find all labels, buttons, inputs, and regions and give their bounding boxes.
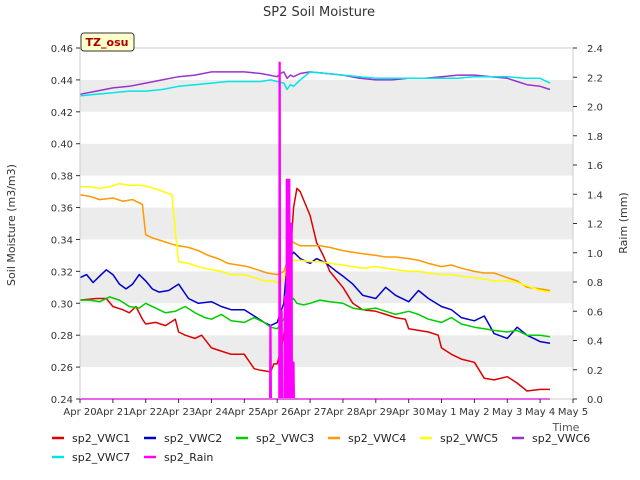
legend-label-sp2_Rain: sp2_Rain [164, 451, 213, 464]
legend-label-sp2_VWC4: sp2_VWC4 [348, 432, 406, 445]
x-tick-label: Apr 22 [129, 407, 162, 418]
x-axis-ticks: Apr 20 Apr 21 Apr 22 Apr 23 Apr 24 Apr 25 Apr … [63, 399, 588, 418]
y-tick-label: 0.40 [51, 140, 73, 151]
y2-tick-label: 0.2 [587, 366, 603, 377]
y2-tick-label: 1.6 [587, 161, 603, 172]
y-tick-label: 0.34 [51, 235, 73, 246]
y2-tick-label: 0.0 [587, 395, 603, 406]
grid-band [80, 48, 573, 80]
series-layer [79, 61, 551, 400]
grid-band [80, 271, 573, 304]
grid-band [80, 79, 573, 112]
y-tick-label: 0.24 [51, 395, 73, 406]
grid-band [80, 143, 573, 176]
x-tick-label: May 2 [459, 407, 489, 418]
y-tick-label: 0.28 [51, 331, 73, 342]
y-tick-label: 0.30 [51, 299, 73, 310]
legend-label-sp2_VWC6: sp2_VWC6 [532, 432, 590, 445]
y2-tick-label: 1.8 [587, 132, 603, 143]
legend-label-sp2_VWC3: sp2_VWC3 [256, 432, 314, 445]
grid-band [80, 111, 573, 144]
chart-title: SP2 Soil Moisture [263, 5, 375, 20]
y2-tick-label: 2.4 [587, 44, 603, 55]
x-axis-label: Time [552, 421, 580, 434]
y-tick-label: 0.26 [51, 363, 73, 374]
y2-tick-label: 2.0 [587, 103, 603, 114]
x-tick-label: Apr 28 [326, 407, 359, 418]
y-axis-ticks: 0.24 0.26 0.28 0.30 0.32 0.34 0.36 0.38 0.40 0.42… [51, 44, 80, 406]
x-tick-label: Apr 23 [162, 407, 195, 418]
y-axis-label: Soil Moisture (m3/m3) [5, 164, 18, 286]
y2-tick-label: 0.8 [587, 278, 603, 289]
x-tick-label: Apr 26 [261, 407, 294, 418]
station-badge: TZ_osu [80, 32, 135, 52]
y-tick-label: 0.36 [51, 204, 73, 215]
x-tick-label: Apr 25 [228, 407, 261, 418]
x-tick-label: May 1 [426, 407, 456, 418]
series-line-sp2_VWC4 [79, 194, 551, 292]
grid-bands [80, 48, 573, 399]
grid-band [80, 175, 573, 208]
x-tick-label: Apr 29 [359, 407, 392, 418]
series-line-sp2_VWC3 [80, 296, 551, 338]
y2-tick-label: 2.2 [587, 73, 603, 84]
y2-tick-label: 0.4 [587, 337, 603, 348]
y-tick-label: 0.46 [51, 44, 73, 55]
y-tick-label: 0.44 [51, 76, 73, 87]
station-badge-box [80, 32, 135, 52]
y2-axis-ticks: 0.0 0.2 0.4 0.6 0.8 1.0 1.2 1.4 1.6 1.8 2.0 2.2 2.4 [573, 44, 603, 406]
legend-label-sp2_VWC1: sp2_VWC1 [72, 432, 130, 445]
legend: sp2_VWC1 sp2_VWC2 sp2_VWC3 sp2_VWC4 sp2_VWC5… [52, 432, 590, 464]
station-badge-text: TZ_osu [86, 36, 129, 49]
x-tick-label: Apr 30 [392, 407, 425, 418]
y-tick-label: 0.38 [51, 172, 73, 183]
legend-label-sp2_VWC5: sp2_VWC5 [440, 432, 498, 445]
series-line-sp2_VWC6 [79, 71, 551, 96]
y2-axis-label: Raim (mm) [617, 192, 630, 253]
x-tick-label: May 5 [558, 407, 588, 418]
grid-band [80, 239, 573, 272]
series-line-sp2_VWC7 [79, 71, 551, 97]
series-line-sp2_VWC1 [79, 187, 550, 392]
legend-label-sp2_VWC7: sp2_VWC7 [72, 451, 130, 464]
legend-label-sp2_VWC2: sp2_VWC2 [164, 432, 222, 445]
y-tick-label: 0.32 [51, 267, 73, 278]
x-tick-label: May 4 [525, 407, 555, 418]
x-tick-label: Apr 20 [63, 407, 96, 418]
y2-tick-label: 1.2 [587, 220, 603, 231]
x-tick-label: Apr 24 [195, 407, 228, 418]
y2-tick-label: 0.6 [587, 307, 603, 318]
x-tick-label: Apr 21 [96, 407, 129, 418]
grid-band [80, 367, 573, 399]
x-tick-label: Apr 27 [293, 407, 326, 418]
y2-tick-label: 1.4 [587, 190, 603, 201]
grid-band [80, 207, 573, 240]
y2-tick-label: 1.0 [587, 249, 603, 260]
y-tick-label: 0.42 [51, 108, 73, 119]
grid-band [80, 335, 573, 368]
x-tick-label: May 3 [492, 407, 522, 418]
